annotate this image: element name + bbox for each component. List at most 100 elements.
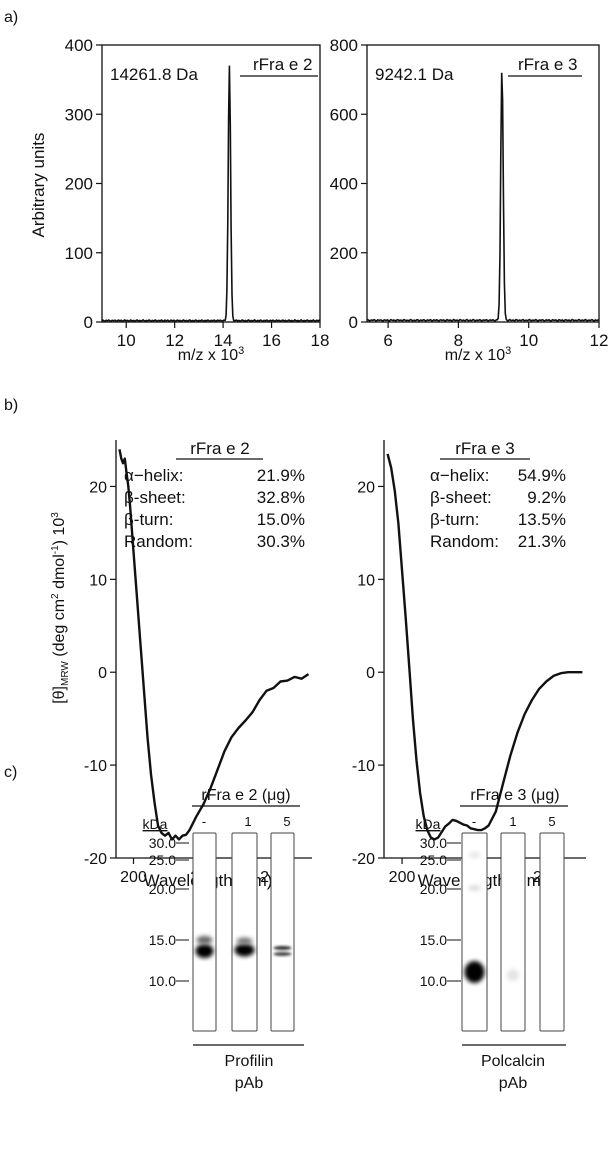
lane-label: 5 — [283, 814, 290, 829]
cd-spectrum-line — [118, 449, 310, 841]
marker-20: 20.0 — [149, 881, 176, 897]
y-tick-label: 100 — [65, 244, 93, 263]
panel-label-c: c) — [4, 764, 17, 781]
y-tick-label: 400 — [65, 36, 93, 55]
lane-label: 1 — [509, 814, 516, 829]
table-row-value: 9.2% — [527, 488, 566, 507]
legend-protein-name: rFra e 3 — [518, 55, 578, 74]
table-row-label: Random: — [124, 532, 193, 551]
x-tick-label: 200 — [120, 869, 147, 886]
lane-label: - — [202, 814, 206, 829]
x-tick-label: 10 — [519, 331, 538, 350]
lane-frame — [500, 832, 526, 1032]
x-tick-label: 18 — [311, 331, 330, 350]
marker-15: 15.0 — [420, 932, 447, 948]
marker-30: 30.0 — [420, 835, 447, 851]
y-tick-label: 200 — [330, 244, 358, 263]
protein-band — [196, 936, 213, 944]
plot-frame — [101, 44, 321, 323]
table-row-label: α−helix: — [430, 466, 489, 485]
y-tick-label: 0 — [366, 665, 375, 682]
secondary-structure-table: α−helix: 54.9% β-sheet: 9.2% β-turn: 13.5% Ran… — [430, 466, 566, 551]
lane-2 — [231, 832, 258, 1032]
x-tick-label: 8 — [454, 331, 463, 350]
y-tick-label: 400 — [330, 175, 358, 194]
table-row-value: 54.9% — [518, 466, 566, 485]
y-tick-label: 10 — [89, 572, 107, 589]
panel-label-a: a) — [4, 9, 18, 26]
x-tick-label: 12 — [590, 331, 608, 350]
y-tick-label: -20 — [84, 851, 107, 868]
lane-1 — [461, 832, 488, 1032]
table-title: rFra e 2 — [190, 439, 250, 458]
b1-axis-ticks: -20-1001020200220240 — [84, 440, 312, 886]
y-tick-label: 0 — [349, 313, 358, 332]
table-row-label: β-turn: — [430, 510, 479, 529]
y-tick-label: 20 — [357, 479, 375, 496]
lane-3 — [539, 832, 565, 1032]
marker-30: 30.0 — [149, 835, 176, 851]
lane-frame — [231, 832, 258, 1032]
y-tick-label: 0 — [98, 665, 107, 682]
western-blot-profilin: rFra e 2 (μg) - 1 5 kDa 30.0 25.0 20.0 1… — [143, 787, 304, 1092]
secondary-structure-table: α−helix: 21.9% β-sheet: 32.8% β-turn: 15.0% Ra… — [124, 466, 305, 551]
marker-20: 20.0 — [420, 881, 447, 897]
marker-25: 25.0 — [149, 852, 176, 868]
table-row-value: 32.8% — [257, 488, 305, 507]
lane-label: 5 — [548, 814, 555, 829]
protein-band — [468, 852, 481, 858]
lane-frame — [539, 832, 565, 1032]
y-tick-label: 20 — [89, 479, 107, 496]
mass-spectrum-line — [101, 65, 321, 323]
y-tick-label: -10 — [84, 758, 107, 775]
protein-band — [236, 937, 253, 945]
y-axis-label: [θ]MRW (deg cm2 dmol-1) 103 — [50, 512, 71, 704]
peak-mass-label: 14261.8 Da — [110, 65, 198, 84]
protein-band — [273, 952, 292, 956]
antibody-label-sub: pAb — [235, 1075, 264, 1092]
y-axis-label: Arbitrary units — [29, 133, 48, 238]
molecular-weight-markers: 30.0 25.0 20.0 15.0 10.0 — [420, 835, 461, 989]
protein-band — [234, 943, 255, 957]
x-tick-label: 14 — [214, 331, 233, 350]
molecular-weight-markers: 30.0 25.0 20.0 15.0 10.0 — [149, 835, 189, 989]
mass-spectrum-line — [366, 72, 599, 322]
kda-label: kDa — [143, 816, 168, 832]
table-row-value: 30.3% — [257, 532, 305, 551]
table-row-label: Random: — [430, 532, 499, 551]
x-tick-label: 200 — [389, 869, 416, 886]
table-row-label: β-sheet: — [124, 488, 186, 507]
y-tick-label: 10 — [357, 572, 375, 589]
x-tick-label: 6 — [383, 331, 392, 350]
blot-title: rFra e 3 (μg) — [470, 787, 559, 804]
protein-band — [507, 969, 519, 981]
x-tick-label: 10 — [117, 331, 136, 350]
x-axis-label: m/z x 103 — [445, 345, 512, 364]
table-row-label: α−helix: — [124, 466, 183, 485]
cd-spectrum-chart-rfrae2: [θ]MRW (deg cm2 dmol-1) 103 -20 -10 0 10 20 2… — [50, 439, 312, 890]
lane-frame — [192, 832, 217, 1032]
mass-spec-chart-rfrae3: 0 200 400 600 800 6 8 10 12 9242.1 Da rFra e 3 m… — [330, 36, 608, 364]
table-title: rFra e 3 — [455, 439, 515, 458]
table-row-label: β-sheet: — [430, 488, 492, 507]
table-row-value: 15.0% — [257, 510, 305, 529]
lane-label: - — [472, 814, 476, 829]
lane-2 — [500, 832, 526, 1032]
y-tick-label: 200 — [65, 175, 93, 194]
lane-1 — [192, 832, 217, 1032]
a1-axis-ticks: 0 100 200 300 400 10 12 14 16 18 — [65, 36, 330, 350]
y-tick-label: 300 — [65, 105, 93, 124]
y-tick-label: -20 — [352, 851, 375, 868]
protein-band — [468, 885, 481, 891]
y-tick-label: 800 — [330, 36, 358, 55]
x-tick-label: 16 — [262, 331, 281, 350]
table-row-value: 21.9% — [257, 466, 305, 485]
lane-frame — [461, 832, 488, 1032]
y-tick-label: 0 — [84, 313, 93, 332]
y-tick-label: 600 — [330, 105, 358, 124]
table-row-value: 21.3% — [518, 532, 566, 551]
lane-label: 1 — [244, 814, 251, 829]
antibody-label: Polcalcin — [481, 1053, 545, 1070]
